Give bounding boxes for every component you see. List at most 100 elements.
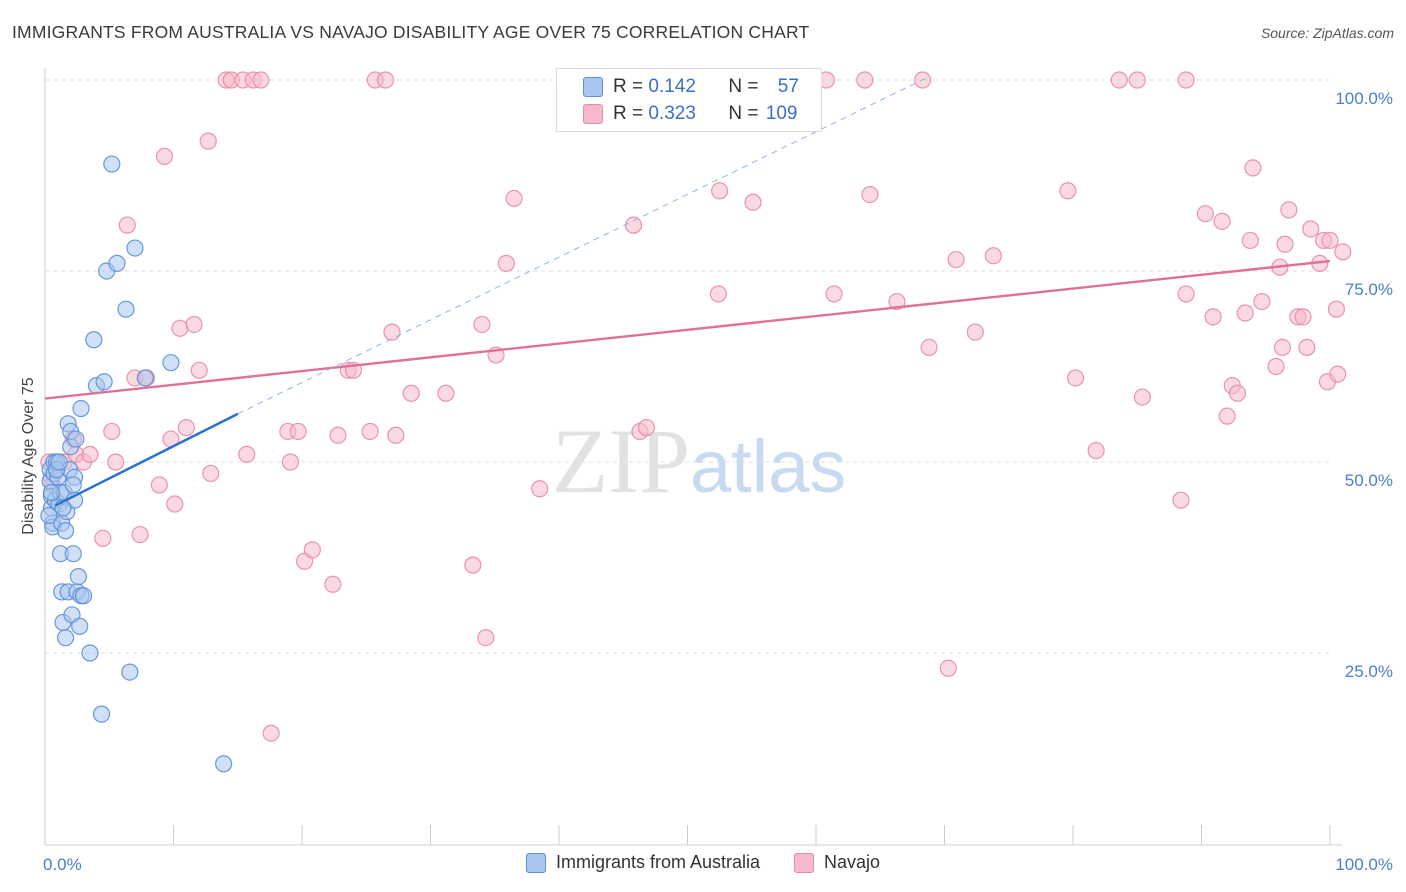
navajo-point xyxy=(94,529,112,548)
navajo-point xyxy=(1253,292,1271,311)
navajo-point xyxy=(171,319,189,337)
australia-point xyxy=(56,522,75,540)
navajo-point xyxy=(1244,159,1262,177)
legend-n-label: N = xyxy=(728,76,764,97)
navajo-point xyxy=(624,216,643,234)
series-legend-australia[interactable]: Immigrants from Australia xyxy=(525,852,761,873)
y-axis-title: Disability Age Over 75 xyxy=(20,377,37,535)
x-tick-label: 100.0% xyxy=(1335,855,1393,874)
legend-n-value: 109 xyxy=(765,103,798,124)
australia-point xyxy=(74,587,93,605)
series-label-navajo: Navajo xyxy=(824,852,881,872)
watermark-zip: ZIP xyxy=(552,410,690,512)
navajo-point xyxy=(324,575,342,593)
navajo-point xyxy=(131,525,149,544)
australia-point xyxy=(162,354,180,372)
series-legend-navajo[interactable]: Navajo xyxy=(794,852,880,873)
navajo-point xyxy=(1110,71,1128,89)
navajo-point xyxy=(1059,182,1077,200)
navajo-point xyxy=(888,292,906,311)
navajo-point xyxy=(303,541,321,559)
australia-point xyxy=(42,483,61,502)
navajo-point xyxy=(150,476,168,494)
navajo-point xyxy=(825,285,843,303)
australia-point xyxy=(40,506,58,525)
navajo-point xyxy=(497,254,515,272)
navajo-point xyxy=(103,422,121,441)
australia-point xyxy=(121,663,139,681)
navajo-point xyxy=(383,323,401,341)
navajo-point xyxy=(984,247,1002,265)
navajo-point xyxy=(361,422,379,441)
australia-trend-line xyxy=(54,412,239,507)
australia-point xyxy=(136,369,154,387)
navajo-point xyxy=(939,659,957,677)
australia-point xyxy=(95,373,113,391)
australia-point xyxy=(64,476,82,494)
australia-point xyxy=(215,755,233,773)
series-swatch-pink xyxy=(794,852,815,873)
x-tick-label: 0.0% xyxy=(43,855,82,874)
australia-point xyxy=(103,155,121,173)
legend-r-label: R = xyxy=(613,103,649,124)
legend-r-value: 0.323 xyxy=(648,103,696,124)
navajo-trend-line xyxy=(44,259,1331,400)
navajo-point xyxy=(1066,369,1085,387)
navajo-point xyxy=(1204,308,1222,326)
navajo-point xyxy=(262,724,280,742)
navajo-point xyxy=(376,71,395,89)
legend-r-value: 0.142 xyxy=(648,76,696,97)
source-label: Source: ZipAtlas.com xyxy=(1260,25,1394,41)
navajo-point xyxy=(199,132,217,150)
australia-point xyxy=(64,545,82,563)
navajo-point xyxy=(1276,235,1294,253)
navajo-point xyxy=(1213,212,1231,230)
australia-point xyxy=(71,617,89,635)
navajo-point xyxy=(1280,201,1298,219)
navajo-point xyxy=(711,182,729,200)
legend-row-navajo: R = 0.323 N = 109 xyxy=(557,100,797,128)
navajo-points xyxy=(40,71,1352,742)
navajo-point xyxy=(1218,407,1236,425)
navajo-point xyxy=(1133,388,1151,406)
navajo-point xyxy=(1172,491,1190,509)
navajo-point xyxy=(1241,231,1259,250)
navajo-point xyxy=(118,216,136,234)
australia-point xyxy=(108,254,126,272)
australia-point xyxy=(85,331,103,349)
australia-point xyxy=(67,430,85,448)
navajo-point xyxy=(966,323,984,341)
australia-point xyxy=(72,399,90,418)
australia-point xyxy=(126,239,144,257)
legend-n-value: 57 xyxy=(777,76,799,97)
series-label-australia: Immigrants from Australia xyxy=(555,852,761,872)
navajo-point xyxy=(856,71,874,89)
navajo-point xyxy=(1267,357,1285,376)
navajo-point xyxy=(1329,365,1347,383)
legend-swatch-pink xyxy=(583,104,603,124)
navajo-point xyxy=(329,426,347,444)
navajo-point xyxy=(744,193,762,211)
trend-lines xyxy=(44,78,1331,507)
y-tick-label: 100.0% xyxy=(1335,89,1393,108)
legend-r-label: R = xyxy=(613,76,649,97)
navajo-point xyxy=(155,147,174,165)
navajo-point xyxy=(238,445,256,463)
legend-row-australia: R = 0.142 N = 57 xyxy=(557,73,799,101)
navajo-point xyxy=(1177,71,1195,89)
navajo-point xyxy=(107,453,125,471)
tick-labels: 25.0% 50.0% 75.0% 100.0% 0.0% 100.0% xyxy=(43,89,1393,874)
navajo-point xyxy=(252,71,270,89)
series-legend: Immigrants from Australia Navajo xyxy=(0,852,1406,873)
chart-title: IMMIGRANTS FROM AUSTRALIA VS NAVAJO DISA… xyxy=(12,22,810,42)
navajo-point xyxy=(1196,205,1214,223)
y-tick-label: 50.0% xyxy=(1345,471,1393,490)
navajo-point xyxy=(637,419,655,437)
legend-swatch-blue xyxy=(583,77,603,97)
australia-point xyxy=(56,629,75,647)
y-tick-label: 25.0% xyxy=(1345,662,1393,681)
watermark: ZIPatlas xyxy=(552,408,846,514)
navajo-point xyxy=(1327,300,1346,318)
navajo-point xyxy=(1298,338,1316,356)
series-swatch-blue xyxy=(525,852,546,873)
